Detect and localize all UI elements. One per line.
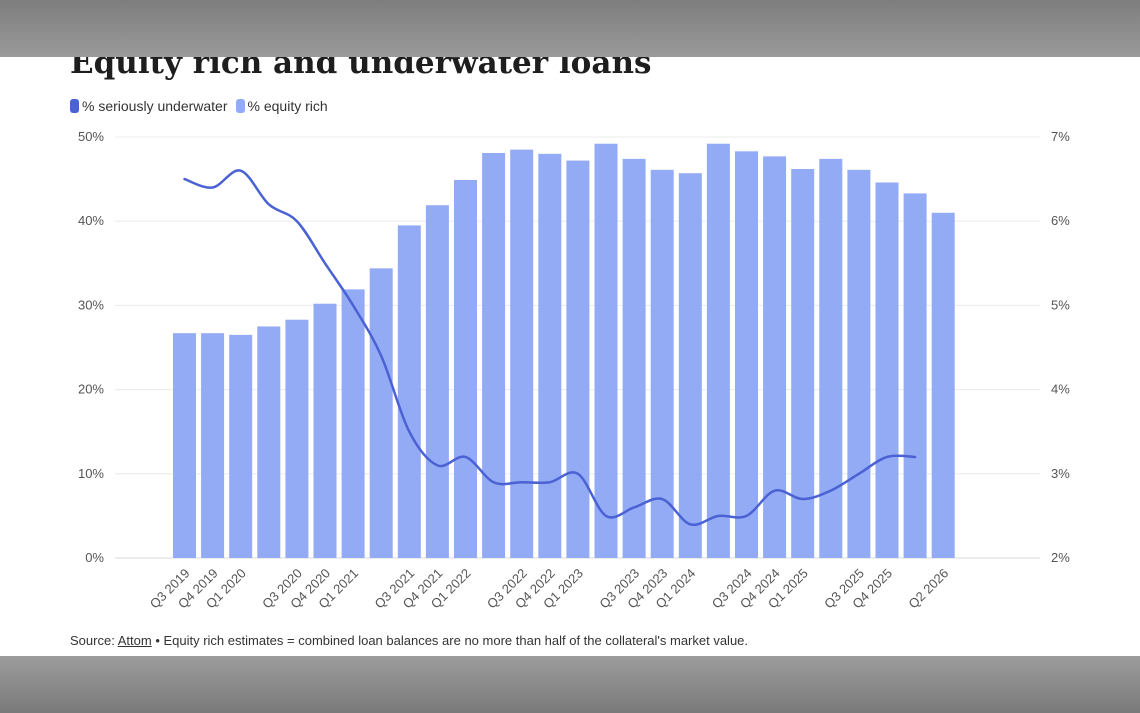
chart-card: Equity rich and underwater loans % serio… xyxy=(0,57,1140,656)
legend-item-underwater: % seriously underwater xyxy=(70,98,228,114)
blurred-bottom-edge xyxy=(0,656,1140,713)
combo-chart: 0% 10% 20% 30% 40% 50% 2% 3% 4% 5% 6% 7% Q3 2019Q4… xyxy=(78,129,1070,612)
right-tick-label: 4% xyxy=(1051,382,1070,397)
equity-rich-bar xyxy=(847,169,871,558)
equity-rich-bar xyxy=(173,333,196,558)
equity-rich-bar xyxy=(510,149,534,558)
equity-rich-bar xyxy=(454,179,477,558)
legend-swatch-underwater xyxy=(70,99,79,113)
legend-label-underwater: % seriously underwater xyxy=(82,98,228,114)
footer-source-prefix: Source: xyxy=(70,633,115,648)
legend-item-equity-rich: % equity rich xyxy=(235,98,328,114)
legend-swatch-equity-rich xyxy=(235,99,245,113)
equity-rich-bar xyxy=(594,143,618,558)
right-tick-label: 7% xyxy=(1051,129,1070,144)
equity-rich-bar xyxy=(875,182,899,558)
left-tick-label: 0% xyxy=(85,550,104,565)
equity-rich-bar xyxy=(735,151,758,558)
legend-label-equity-rich: % equity rich xyxy=(247,98,328,114)
underwater-line xyxy=(183,169,917,527)
chart-title: Equity rich and underwater loans xyxy=(70,57,652,81)
equity-rich-bar xyxy=(791,168,815,558)
equity-rich-bar xyxy=(763,156,787,558)
right-tick-label: 6% xyxy=(1051,213,1070,228)
equity-rich-bar xyxy=(313,303,337,558)
left-tick-label: 50% xyxy=(78,129,104,144)
source-link[interactable]: Attom xyxy=(117,633,152,648)
x-tick-label: Q2 2026 xyxy=(905,566,951,612)
equity-rich-bar xyxy=(369,268,393,558)
equity-rich-bar xyxy=(678,173,702,558)
equity-rich-bar xyxy=(650,169,674,558)
equity-rich-bar xyxy=(819,158,843,558)
equity-rich-bar xyxy=(706,143,730,558)
chart-legend: % seriously underwater % equity rich xyxy=(70,98,328,114)
equity-rich-bar xyxy=(903,193,927,558)
equity-rich-bar xyxy=(538,153,562,558)
equity-rich-bar xyxy=(257,326,281,558)
left-tick-label: 40% xyxy=(78,213,104,228)
equity-rich-bar xyxy=(566,160,590,559)
equity-rich-bars xyxy=(173,143,955,559)
equity-rich-bar xyxy=(201,333,225,558)
left-axis-ticks: 0% 10% 20% 30% 40% 50% xyxy=(78,129,104,565)
underwater-line-series xyxy=(183,169,917,527)
equity-rich-bar xyxy=(285,319,309,558)
equity-rich-bar xyxy=(482,152,506,559)
equity-rich-bar xyxy=(397,225,421,558)
left-tick-label: 10% xyxy=(78,466,104,481)
equity-rich-bar xyxy=(341,289,365,558)
equity-rich-bar xyxy=(931,212,955,558)
right-tick-label: 3% xyxy=(1051,466,1070,481)
equity-rich-bar xyxy=(622,158,646,558)
left-tick-label: 20% xyxy=(78,382,104,397)
right-axis-ticks: 2% 3% 4% 5% 6% 7% xyxy=(1051,129,1070,565)
footer-note: • Equity rich estimates = combined loan … xyxy=(155,633,749,648)
left-tick-label: 30% xyxy=(78,297,104,312)
right-tick-label: 2% xyxy=(1051,550,1070,565)
blurred-top-edge xyxy=(0,0,1140,57)
right-tick-label: 5% xyxy=(1051,297,1070,312)
equity-rich-bar xyxy=(425,205,449,558)
chart-footer: Source: Attom • Equity rich estimates = … xyxy=(70,633,748,648)
equity-rich-bar xyxy=(229,334,253,558)
